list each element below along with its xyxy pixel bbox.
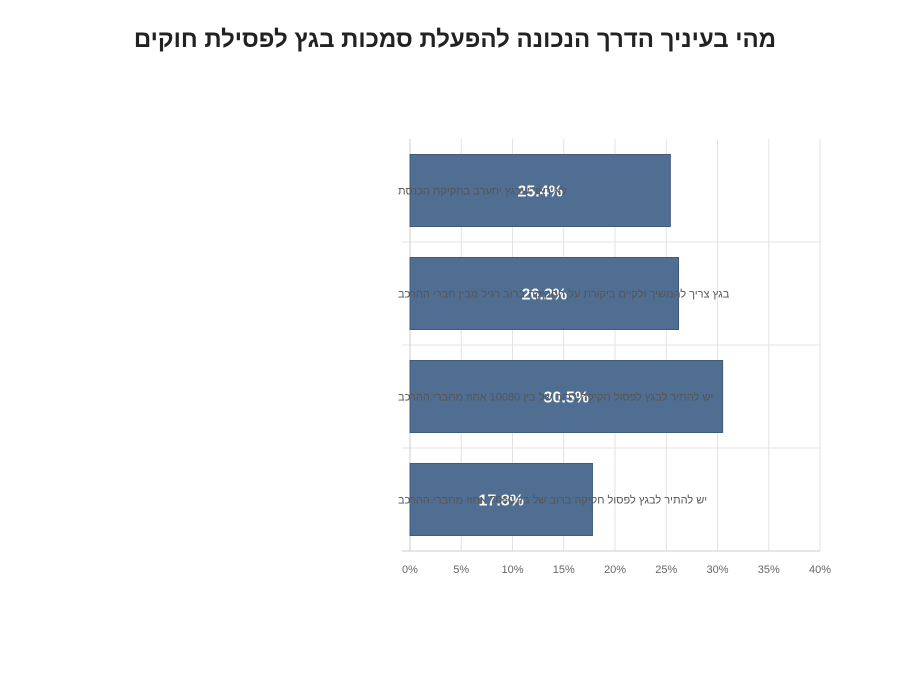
category-label: יש להתיר לבגץ לפסול חקיקה ברוב של בין 10… bbox=[398, 391, 713, 404]
x-tick-label: 20% bbox=[604, 564, 626, 576]
bar bbox=[409, 463, 593, 536]
x-tick-label: 10% bbox=[501, 564, 523, 576]
bar-value-label: 17.8% bbox=[479, 493, 524, 510]
x-tick-label: 5% bbox=[453, 564, 469, 576]
x-tick-label: 35% bbox=[758, 564, 780, 576]
chart-title: מהי בעיניך הדרך הנכונה להפעלת סמכות בגץ … bbox=[133, 26, 777, 53]
bar-value-label: 26.2% bbox=[522, 287, 567, 304]
bar-value-label: 30.5% bbox=[544, 390, 589, 407]
x-tick-label: 30% bbox=[706, 564, 728, 576]
bar-value-label: 25.4% bbox=[517, 184, 562, 201]
x-tick-label: 15% bbox=[553, 564, 575, 576]
bar bbox=[409, 257, 680, 330]
x-tick-label: 0% bbox=[402, 564, 418, 576]
x-tick-label: 25% bbox=[655, 564, 677, 576]
bar bbox=[409, 154, 671, 227]
x-tick-label: 40% bbox=[809, 564, 831, 576]
category-label: לא ראוי שבגץ יתערב בחקיקת הכנסת bbox=[398, 185, 567, 198]
bar bbox=[409, 360, 724, 433]
category-label: בגץ צריך להמשיך ולקיים ביקורת על החקיקה … bbox=[398, 288, 730, 301]
category-label: יש להתיר לבגץ לפסול חקיקה ברוב של בין 70… bbox=[398, 494, 707, 507]
